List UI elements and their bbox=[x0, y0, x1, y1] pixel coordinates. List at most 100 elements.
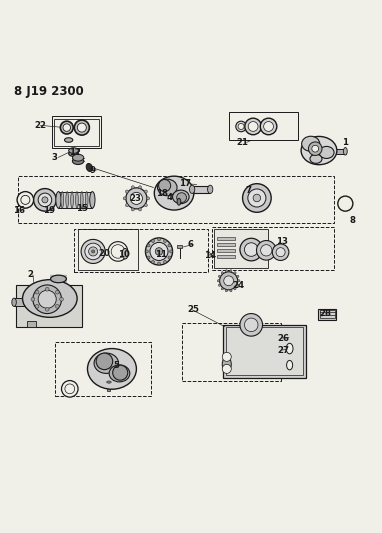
Circle shape bbox=[111, 245, 125, 258]
Ellipse shape bbox=[122, 248, 128, 259]
Circle shape bbox=[62, 381, 78, 397]
Circle shape bbox=[217, 280, 220, 282]
Text: 26: 26 bbox=[278, 334, 290, 343]
Ellipse shape bbox=[86, 164, 92, 172]
Circle shape bbox=[157, 238, 160, 241]
Circle shape bbox=[237, 284, 239, 286]
Circle shape bbox=[238, 124, 244, 130]
Circle shape bbox=[55, 290, 59, 294]
Circle shape bbox=[125, 204, 128, 207]
Circle shape bbox=[152, 239, 154, 243]
Text: 21: 21 bbox=[236, 138, 248, 147]
Text: 14: 14 bbox=[204, 251, 216, 260]
Circle shape bbox=[60, 297, 63, 301]
Circle shape bbox=[240, 238, 262, 261]
Ellipse shape bbox=[310, 155, 322, 163]
Circle shape bbox=[147, 244, 150, 247]
Ellipse shape bbox=[107, 381, 111, 383]
Text: 6: 6 bbox=[187, 240, 193, 249]
Circle shape bbox=[38, 193, 52, 207]
Bar bbox=[177, 200, 181, 203]
Ellipse shape bbox=[76, 191, 78, 208]
Circle shape bbox=[221, 272, 223, 274]
Circle shape bbox=[96, 353, 113, 370]
Circle shape bbox=[243, 184, 271, 212]
Circle shape bbox=[146, 238, 173, 265]
Text: 19: 19 bbox=[44, 206, 55, 215]
Circle shape bbox=[139, 186, 141, 189]
Ellipse shape bbox=[154, 176, 194, 210]
Text: 28: 28 bbox=[319, 309, 331, 318]
Circle shape bbox=[144, 190, 147, 193]
Ellipse shape bbox=[286, 343, 293, 354]
Circle shape bbox=[221, 288, 223, 290]
Circle shape bbox=[146, 250, 149, 253]
Bar bbox=[178, 245, 182, 248]
Text: 8 J19 2300: 8 J19 2300 bbox=[14, 85, 84, 98]
Ellipse shape bbox=[12, 298, 16, 306]
Circle shape bbox=[63, 124, 71, 131]
Circle shape bbox=[245, 118, 261, 135]
Ellipse shape bbox=[69, 151, 78, 156]
Text: 22: 22 bbox=[35, 121, 47, 130]
Circle shape bbox=[45, 308, 49, 311]
Circle shape bbox=[155, 248, 163, 255]
Circle shape bbox=[131, 186, 134, 189]
Circle shape bbox=[219, 275, 221, 278]
Ellipse shape bbox=[319, 147, 334, 158]
Circle shape bbox=[113, 365, 128, 380]
Bar bbox=[107, 382, 110, 391]
Text: 10: 10 bbox=[118, 249, 129, 259]
Circle shape bbox=[147, 197, 150, 200]
Circle shape bbox=[230, 289, 232, 292]
Circle shape bbox=[222, 352, 231, 361]
Bar bbox=[320, 310, 335, 318]
Bar bbox=[217, 255, 235, 258]
Text: 4: 4 bbox=[167, 193, 173, 203]
Circle shape bbox=[220, 272, 238, 290]
Bar bbox=[334, 149, 345, 154]
Bar bbox=[55, 342, 152, 397]
Circle shape bbox=[159, 180, 171, 191]
Ellipse shape bbox=[207, 185, 213, 193]
Circle shape bbox=[224, 276, 233, 286]
Circle shape bbox=[230, 270, 232, 272]
Bar bbox=[212, 227, 334, 270]
Bar bbox=[217, 237, 235, 240]
Circle shape bbox=[168, 244, 171, 247]
Ellipse shape bbox=[56, 191, 61, 208]
Bar bbox=[217, 243, 235, 246]
Text: 11: 11 bbox=[155, 249, 167, 259]
Text: 27: 27 bbox=[278, 345, 290, 354]
Ellipse shape bbox=[73, 155, 84, 161]
Circle shape bbox=[55, 304, 59, 308]
Text: 16: 16 bbox=[13, 206, 25, 215]
Circle shape bbox=[276, 248, 285, 257]
Circle shape bbox=[74, 120, 89, 135]
Text: 20: 20 bbox=[99, 249, 111, 258]
Circle shape bbox=[108, 241, 128, 261]
Ellipse shape bbox=[343, 148, 347, 155]
Circle shape bbox=[234, 288, 236, 290]
Ellipse shape bbox=[189, 185, 195, 193]
Circle shape bbox=[272, 244, 289, 261]
Circle shape bbox=[21, 196, 30, 204]
Circle shape bbox=[152, 260, 154, 263]
Circle shape bbox=[238, 280, 240, 282]
Bar bbox=[318, 309, 336, 320]
Circle shape bbox=[81, 239, 105, 263]
Ellipse shape bbox=[177, 198, 181, 205]
Circle shape bbox=[147, 256, 150, 259]
Circle shape bbox=[244, 318, 258, 332]
Ellipse shape bbox=[61, 191, 63, 208]
Circle shape bbox=[264, 122, 274, 131]
Circle shape bbox=[34, 189, 56, 211]
Circle shape bbox=[31, 297, 35, 301]
Bar bbox=[74, 229, 208, 272]
Text: 25: 25 bbox=[187, 305, 199, 314]
Circle shape bbox=[163, 260, 167, 263]
Ellipse shape bbox=[157, 179, 177, 196]
Bar bbox=[214, 229, 268, 269]
Circle shape bbox=[131, 208, 134, 211]
Circle shape bbox=[89, 247, 98, 256]
